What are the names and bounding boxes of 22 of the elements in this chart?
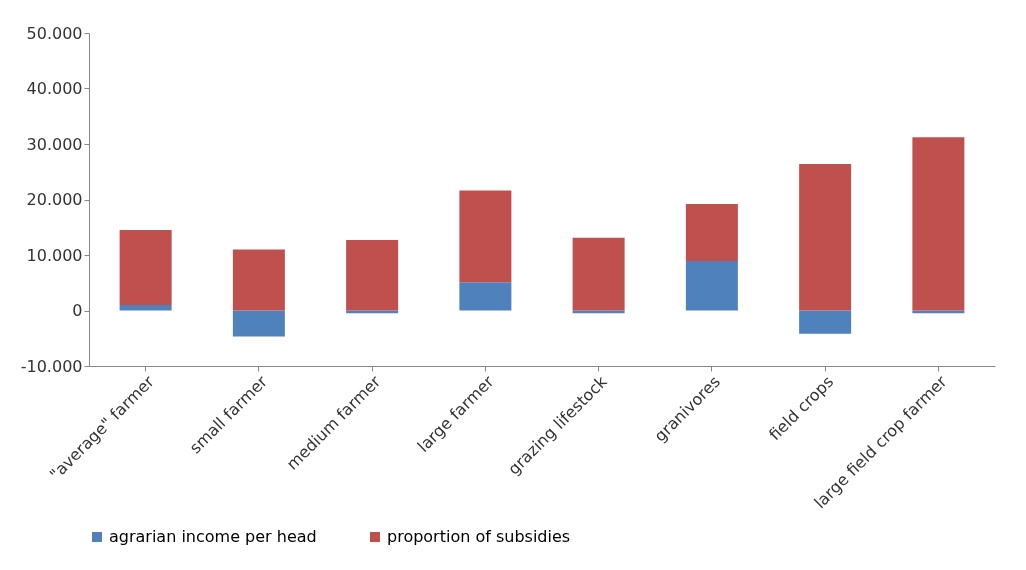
y-tick-label: 0 xyxy=(72,301,83,320)
y-tick-label: -10.000 xyxy=(20,356,83,376)
legend-label: agrarian income per head xyxy=(109,527,317,546)
y-tick-label: 50.000 xyxy=(26,23,83,43)
bar xyxy=(572,237,625,311)
bar xyxy=(119,230,172,305)
bar xyxy=(232,310,285,337)
bar xyxy=(459,190,512,283)
bar xyxy=(799,163,852,311)
y-tick-label: 40.000 xyxy=(26,79,83,98)
bar xyxy=(119,304,172,311)
bar xyxy=(685,261,738,311)
bar xyxy=(912,137,965,311)
bar xyxy=(799,310,852,334)
bar xyxy=(232,249,285,311)
y-tick-label: 20.000 xyxy=(26,190,83,209)
bar xyxy=(459,282,512,311)
y-tick-label: 30.000 xyxy=(26,134,83,154)
bar xyxy=(346,240,399,311)
bar xyxy=(685,203,738,262)
y-tick-label: 10.000 xyxy=(26,245,83,265)
legend-label: proportion of subsidies xyxy=(387,527,571,546)
